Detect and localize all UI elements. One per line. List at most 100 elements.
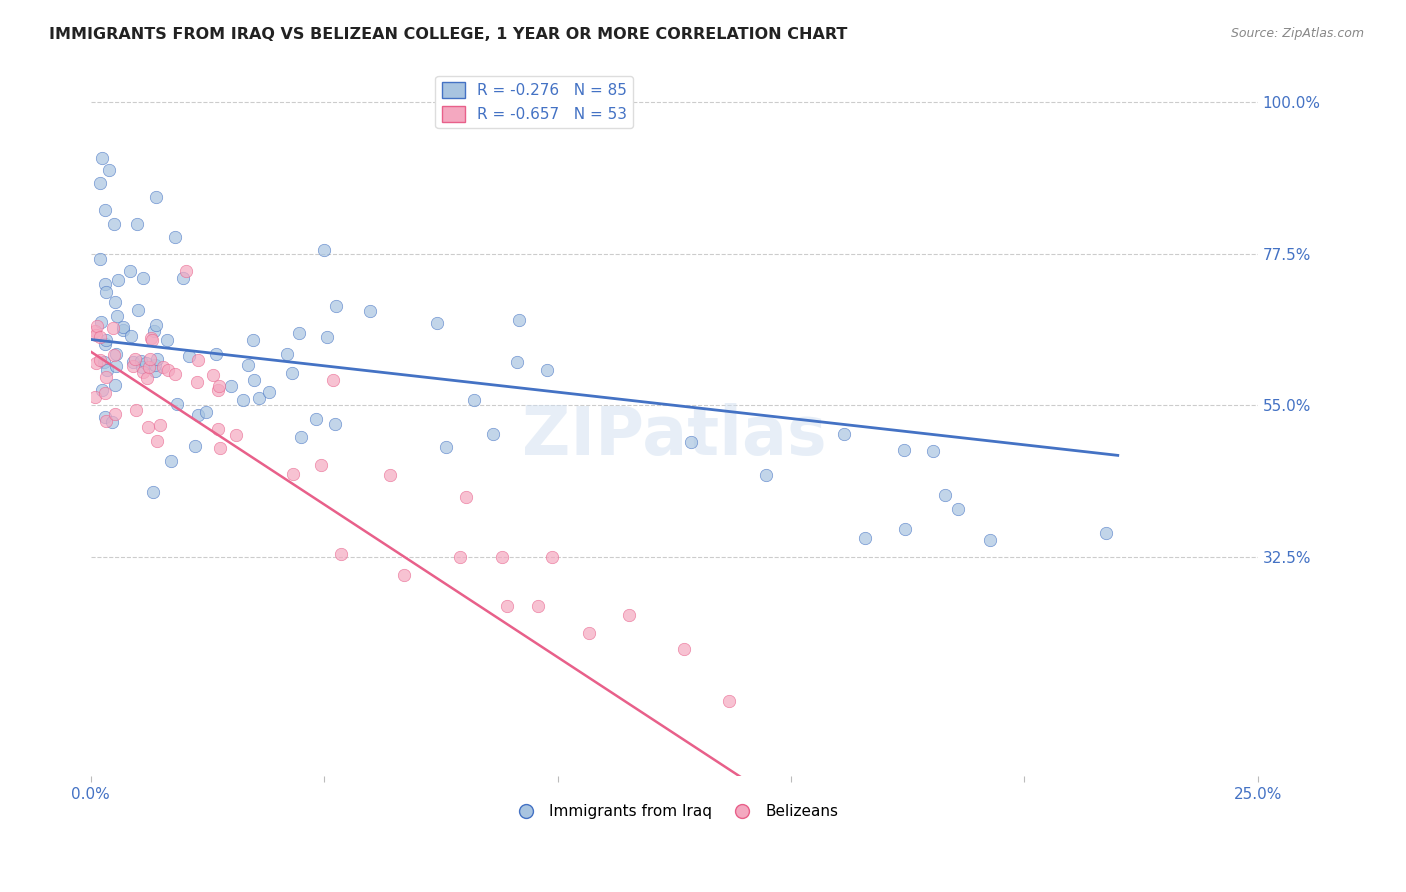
Immigrants from Iraq: [242, 373, 264, 387]
Immigrants from Iraq: [142, 485, 165, 500]
Belizeans: [330, 547, 353, 561]
Immigrants from Iraq: [323, 417, 346, 431]
Belizeans: [283, 467, 305, 481]
Immigrants from Iraq: [145, 318, 167, 332]
Belizeans: [84, 356, 107, 370]
Immigrants from Iraq: [934, 488, 956, 502]
Immigrants from Iraq: [506, 355, 529, 369]
Immigrants from Iraq: [247, 391, 270, 405]
Immigrants from Iraq: [359, 303, 381, 318]
Immigrants from Iraq: [131, 359, 153, 374]
Immigrants from Iraq: [536, 363, 558, 377]
Belizeans: [125, 403, 148, 417]
Immigrants from Iraq: [163, 230, 186, 244]
Immigrants from Iraq: [221, 379, 243, 393]
Immigrants from Iraq: [156, 333, 179, 347]
Immigrants from Iraq: [96, 363, 118, 377]
Immigrants from Iraq: [679, 434, 702, 449]
Belizeans: [394, 568, 416, 582]
Belizeans: [309, 458, 332, 472]
Immigrants from Iraq: [946, 502, 969, 516]
Immigrants from Iraq: [105, 347, 128, 361]
Belizeans: [619, 607, 641, 622]
Immigrants from Iraq: [894, 521, 917, 535]
Immigrants from Iraq: [257, 384, 280, 399]
Immigrants from Iraq: [111, 323, 134, 337]
Immigrants from Iraq: [94, 277, 117, 292]
Immigrants from Iraq: [434, 440, 457, 454]
Belizeans: [174, 263, 197, 277]
Belizeans: [541, 550, 564, 565]
Immigrants from Iraq: [89, 252, 111, 266]
Immigrants from Iraq: [94, 410, 117, 425]
Immigrants from Iraq: [146, 351, 169, 366]
Immigrants from Iraq: [979, 533, 1001, 548]
Immigrants from Iraq: [315, 330, 337, 344]
Belizeans: [135, 370, 157, 384]
Immigrants from Iraq: [242, 334, 264, 348]
Belizeans: [84, 390, 107, 404]
Immigrants from Iraq: [166, 397, 188, 411]
Immigrants from Iraq: [304, 412, 326, 426]
Immigrants from Iraq: [91, 152, 114, 166]
Immigrants from Iraq: [105, 359, 128, 373]
Immigrants from Iraq: [93, 202, 115, 217]
Immigrants from Iraq: [179, 349, 201, 363]
Immigrants from Iraq: [104, 377, 127, 392]
Immigrants from Iraq: [103, 217, 125, 231]
Immigrants from Iraq: [232, 393, 254, 408]
Immigrants from Iraq: [238, 358, 260, 372]
Belizeans: [208, 441, 231, 455]
Text: Source: ZipAtlas.com: Source: ZipAtlas.com: [1230, 27, 1364, 40]
Belizeans: [496, 599, 519, 613]
Immigrants from Iraq: [853, 531, 876, 545]
Immigrants from Iraq: [172, 271, 194, 285]
Immigrants from Iraq: [893, 443, 915, 458]
Legend: Immigrants from Iraq, Belizeans: Immigrants from Iraq, Belizeans: [505, 798, 844, 825]
Immigrants from Iraq: [508, 313, 530, 327]
Immigrants from Iraq: [195, 405, 218, 419]
Belizeans: [139, 331, 162, 345]
Belizeans: [139, 351, 162, 366]
Immigrants from Iraq: [288, 326, 311, 340]
Belizeans: [94, 370, 117, 384]
Belizeans: [207, 383, 229, 397]
Belizeans: [141, 333, 163, 347]
Belizeans: [208, 378, 231, 392]
Immigrants from Iraq: [127, 217, 149, 231]
Immigrants from Iraq: [143, 324, 166, 338]
Belizeans: [101, 321, 124, 335]
Belizeans: [187, 352, 209, 367]
Belizeans: [104, 407, 127, 421]
Belizeans: [89, 352, 111, 367]
Text: IMMIGRANTS FROM IRAQ VS BELIZEAN COLLEGE, 1 YEAR OR MORE CORRELATION CHART: IMMIGRANTS FROM IRAQ VS BELIZEAN COLLEGE…: [49, 27, 848, 42]
Immigrants from Iraq: [187, 408, 209, 422]
Immigrants from Iraq: [135, 356, 157, 370]
Belizeans: [165, 367, 187, 381]
Belizeans: [225, 427, 247, 442]
Belizeans: [84, 327, 107, 342]
Belizeans: [124, 351, 146, 366]
Immigrants from Iraq: [98, 162, 121, 177]
Immigrants from Iraq: [312, 244, 335, 258]
Belizeans: [186, 375, 208, 389]
Immigrants from Iraq: [204, 347, 226, 361]
Immigrants from Iraq: [122, 355, 145, 369]
Immigrants from Iraq: [755, 467, 778, 482]
Immigrants from Iraq: [832, 426, 855, 441]
Belizeans: [149, 417, 172, 432]
Immigrants from Iraq: [104, 295, 127, 310]
Belizeans: [672, 642, 695, 657]
Belizeans: [103, 348, 125, 362]
Belizeans: [526, 599, 548, 614]
Immigrants from Iraq: [96, 333, 118, 347]
Immigrants from Iraq: [922, 443, 945, 458]
Belizeans: [94, 386, 117, 401]
Immigrants from Iraq: [94, 285, 117, 299]
Immigrants from Iraq: [143, 358, 166, 372]
Immigrants from Iraq: [100, 415, 122, 429]
Immigrants from Iraq: [120, 264, 142, 278]
Belizeans: [89, 330, 111, 344]
Immigrants from Iraq: [91, 383, 114, 397]
Immigrants from Iraq: [132, 271, 155, 285]
